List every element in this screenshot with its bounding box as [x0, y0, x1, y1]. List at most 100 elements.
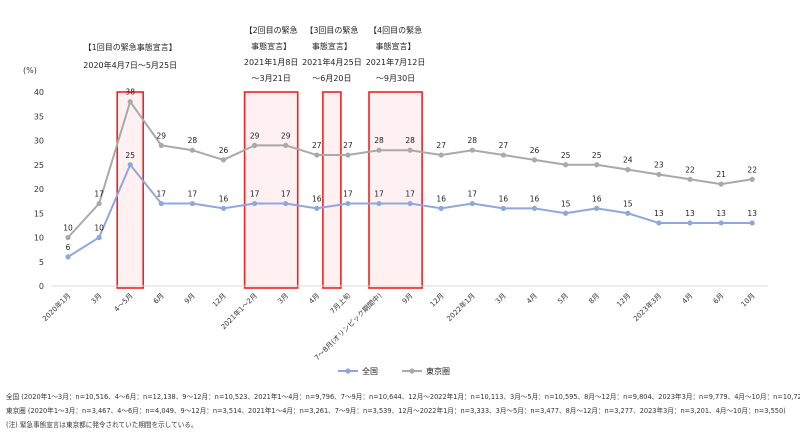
x-tick-label: 6月: [712, 292, 726, 306]
highlight-annotation: 〜6月20日: [312, 74, 351, 83]
data-label: 28: [188, 136, 198, 145]
x-tick-label: 3月: [494, 292, 508, 306]
data-label: 29: [281, 131, 291, 140]
highlight-annotation: 事態宣言】: [376, 41, 416, 51]
data-label: 29: [250, 131, 260, 140]
x-tick-label: 9月: [401, 292, 415, 306]
data-point: [469, 200, 475, 207]
x-tick-label: 4月: [307, 292, 321, 306]
data-label: 17: [157, 190, 167, 199]
data-point: [65, 234, 71, 241]
data-point: [500, 205, 506, 211]
data-point: [189, 147, 195, 153]
x-tick-label: 10月: [740, 292, 757, 309]
y-tick-label: 40: [34, 88, 44, 97]
data-label: 15: [561, 199, 571, 208]
data-point: [158, 142, 164, 148]
data-point: [252, 200, 258, 207]
data-point: [594, 205, 600, 211]
highlight-annotation: 2021年1月8日: [244, 57, 299, 67]
data-label: 22: [685, 165, 695, 174]
data-label: 17: [343, 190, 353, 199]
data-label: 27: [499, 141, 509, 150]
data-label: 17: [250, 190, 260, 199]
data-point: [718, 220, 724, 226]
data-point: [314, 205, 320, 211]
x-tick-label: 9月: [183, 292, 197, 306]
highlight-annotation: 2020年4月7日〜5月25日: [83, 60, 177, 70]
data-point: [687, 176, 693, 182]
data-label: 16: [219, 194, 229, 203]
data-label: 17: [468, 190, 478, 199]
y-tick-label: 0: [39, 282, 44, 291]
data-point: [531, 157, 538, 163]
data-label: 17: [94, 190, 104, 199]
data-point: [625, 167, 631, 173]
data-label: 24: [623, 156, 633, 165]
data-label: 27: [436, 141, 446, 150]
highlight-period-box: [368, 91, 423, 289]
data-label: 17: [281, 190, 291, 199]
highlight-annotation: 【2回目の緊急: [245, 25, 298, 35]
x-tick-label: 4〜5月: [113, 292, 135, 314]
data-label: 16: [436, 194, 446, 203]
data-point: [687, 220, 693, 226]
data-label: 28: [468, 136, 478, 145]
highlight-annotation: 2021年4月25日: [302, 57, 362, 67]
x-tick-label: 4月: [525, 292, 539, 306]
data-label: 10: [94, 224, 104, 233]
data-label: 27: [343, 141, 353, 150]
data-point: [127, 162, 133, 168]
data-label: 17: [405, 190, 415, 199]
y-tick-label: 20: [34, 185, 44, 194]
data-point: [65, 254, 71, 260]
y-tick-label: 10: [34, 234, 44, 243]
legend-marker: [409, 368, 415, 374]
data-point: [718, 181, 724, 187]
x-tick-label: 5月: [556, 292, 570, 306]
data-label: 13: [685, 209, 695, 218]
highlight-annotation: 事態宣言】: [251, 41, 291, 51]
data-point: [220, 205, 227, 211]
highlight-period-box: [322, 91, 342, 289]
data-label: 28: [374, 136, 384, 145]
highlight-annotation: 〜9月30日: [376, 74, 415, 83]
footnote-tokyo: 東京圏 (2020年1〜3月：n=3,467、4〜6月：n=4,049、9〜12…: [6, 407, 786, 415]
y-tick-label: 25: [34, 161, 44, 170]
data-point: [127, 99, 133, 105]
y-tick-label: 30: [34, 137, 44, 146]
x-tick-label: 3月: [276, 292, 290, 306]
data-point: [563, 210, 569, 216]
data-point: [96, 234, 102, 241]
data-label: 16: [312, 194, 322, 203]
data-label: 25: [125, 151, 135, 160]
footnote-note: (注) 緊急事態宣言は東京都に発令されていた期間を示している。: [6, 421, 198, 429]
data-point: [438, 205, 444, 211]
data-point: [283, 200, 289, 207]
y-axis-label: (%): [23, 66, 37, 75]
data-point: [345, 152, 351, 158]
x-tick-label: 8月: [587, 292, 601, 306]
data-point: [531, 205, 538, 211]
data-label: 21: [716, 170, 726, 179]
data-point: [594, 162, 600, 168]
x-tick-label: 12月: [211, 292, 228, 309]
highlight-period-box: [116, 91, 144, 289]
data-point: [314, 152, 320, 158]
data-point: [438, 152, 444, 158]
data-label: 6: [66, 243, 71, 252]
data-label: 17: [188, 190, 198, 199]
highlight-annotation: 〜3月21日: [252, 74, 291, 83]
y-tick-label: 5: [39, 258, 44, 267]
footnote-national: 全国 (2020年1〜3月：n=10,516、4〜6月：n=12,138、9〜1…: [6, 393, 800, 401]
data-label: 16: [530, 194, 540, 203]
data-point: [189, 200, 195, 207]
data-point: [407, 200, 413, 207]
data-point: [407, 147, 413, 153]
legend-marker: [345, 368, 351, 374]
data-label: 27: [312, 141, 322, 150]
highlight-annotation: 【4回目の緊急: [369, 25, 422, 35]
data-point: [158, 200, 164, 207]
data-label: 16: [592, 194, 602, 203]
